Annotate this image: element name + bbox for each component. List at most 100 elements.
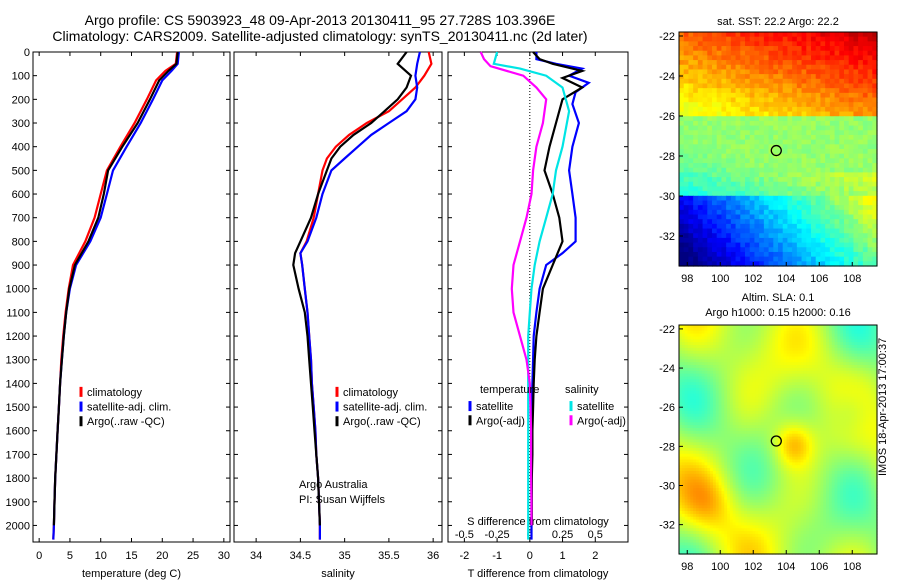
axes-frame (32, 51, 231, 543)
annotation-line: PI: Susan Wijffels (299, 494, 385, 506)
sla-map-title: Altim. SLA: 0.1 (742, 292, 815, 304)
map-x-tick-label: 100 (711, 273, 729, 285)
credit-label: IMOS 18-Apr-2013 17:00:37 (877, 337, 889, 476)
legend-title: temperature (480, 384, 539, 396)
y-tick-label: 1600 (6, 426, 30, 438)
y-tick-label: 100 (12, 71, 30, 83)
map-y-tick-label: -26 (659, 111, 675, 123)
y-tick-label: 500 (12, 165, 30, 177)
y-tick-label: 200 (12, 94, 30, 106)
map-y-tick-label: -24 (659, 363, 675, 375)
legend-label: satellite-adj. clim. (343, 402, 427, 414)
map-y-tick-label: -22 (659, 31, 675, 43)
map-x-tick-label: 102 (744, 561, 762, 573)
top-x-tick-label: -0.25 (485, 529, 510, 541)
x-tick-label: 34.5 (290, 550, 311, 562)
x-axis-label: T difference from climatology (468, 568, 609, 580)
legend-title: salinity (565, 384, 599, 396)
panel-salinity: 34 34.5 35 35.5 36 salinity climatology satelli… (233, 51, 443, 580)
sst-map-title: sat. SST: 22.2 Argo: 22.2 (717, 16, 839, 28)
panel-temperature: 0100200300400500600700800900100011001200… (6, 47, 231, 580)
map-x-tick-label: 106 (810, 273, 828, 285)
float-position-marker (770, 144, 782, 157)
y-tick-label: 300 (12, 118, 30, 130)
map-y-tick-label: -32 (659, 520, 675, 532)
y-tick-label: 2000 (6, 520, 30, 532)
map-y-tick-label: -32 (659, 231, 675, 243)
y-tick-label: 1200 (6, 331, 30, 343)
map-x-tick-label: 108 (843, 561, 861, 573)
map-x-tick-label: 106 (810, 561, 828, 573)
chart-title-line-2: Climatology: CARS2009. Satellite-adjuste… (52, 28, 588, 44)
chart-title-line-1: Argo profile: CS 5903923_48 09-Apr-2013 … (84, 12, 556, 28)
top-x-tick-label: 0.25 (552, 529, 573, 541)
sla-map: 98 100 102 104 106 108 -22 -24 -26 -28 -30 -32 (659, 324, 878, 573)
y-tick-label: 1900 (6, 497, 30, 509)
annotation-line: Argo Australia (299, 479, 368, 491)
legend-label: Argo(..raw -QC) (87, 416, 165, 428)
x-tick-label: -1 (492, 550, 502, 562)
legend-label: Argo(-adj) (476, 415, 525, 427)
x-tick-label: 5 (67, 550, 73, 562)
map-y-tick-label: -24 (659, 71, 675, 83)
axes-frame (233, 51, 443, 543)
legend-label: satellite (577, 401, 614, 413)
legend-label: climatology (343, 387, 399, 399)
y-tick-label: 1500 (6, 402, 30, 414)
y-tick-label: 1800 (6, 473, 30, 485)
series-line (52, 51, 179, 526)
y-tick-label: 1300 (6, 355, 30, 367)
x-tick-label: 2 (592, 550, 598, 562)
panel-differences: -2 -1 0 1 2 T difference from climatology -0.5… (447, 51, 629, 580)
x-tick-label: 35.5 (378, 550, 399, 562)
x-tick-label: 30 (218, 550, 230, 562)
map-frame (678, 324, 878, 555)
x-axis-label: temperature (deg C) (82, 568, 181, 580)
map-x-tick-label: 100 (711, 561, 729, 573)
map-y-tick-label: -28 (659, 441, 675, 453)
secondary-x-axis-label: S difference from climatology (467, 516, 609, 528)
y-tick-label: 1400 (6, 378, 30, 390)
x-tick-label: 34 (250, 550, 262, 562)
y-tick-label: 1100 (6, 307, 30, 319)
top-x-tick-label: 0.5 (588, 529, 603, 541)
map-frame (678, 31, 878, 267)
map-x-tick-label: 98 (681, 561, 693, 573)
legend-label: Argo(..raw -QC) (343, 416, 421, 428)
top-x-tick-label: -0.5 (455, 529, 474, 541)
x-tick-label: 0 (527, 550, 533, 562)
legend-label: satellite (476, 401, 513, 413)
y-tick-label: 900 (12, 260, 30, 272)
x-tick-label: 15 (125, 550, 137, 562)
map-x-tick-label: 102 (744, 273, 762, 285)
legend-label: satellite-adj. clim. (87, 402, 171, 414)
map-y-tick-label: -26 (659, 402, 675, 414)
map-y-tick-label: -30 (659, 191, 675, 203)
series-line (492, 51, 571, 540)
y-tick-label: 400 (12, 142, 30, 154)
y-tick-label: 1700 (6, 449, 30, 461)
top-x-tick-label: 0 (527, 529, 533, 541)
y-tick-label: 1000 (6, 284, 30, 296)
map-x-tick-label: 104 (777, 561, 795, 573)
series-line (479, 51, 548, 526)
map-x-tick-label: 98 (681, 273, 693, 285)
x-tick-label: 10 (95, 550, 107, 562)
map-x-tick-label: 108 (843, 273, 861, 285)
x-axis-label: salinity (321, 568, 355, 580)
sst-map: 98 100 102 104 106 108 -22 -24 -26 -28 -30 -32 (659, 31, 878, 285)
map-y-tick-label: -30 (659, 480, 675, 492)
y-tick-label: 0 (24, 47, 30, 59)
x-tick-label: 1 (559, 550, 565, 562)
series-line (292, 51, 413, 526)
series-line (530, 51, 587, 526)
x-tick-label: 20 (156, 550, 168, 562)
map-x-tick-label: 104 (777, 273, 795, 285)
y-tick-label: 800 (12, 236, 30, 248)
x-tick-label: -2 (459, 550, 469, 562)
legend-label: climatology (87, 387, 143, 399)
map-y-tick-label: -22 (659, 324, 675, 336)
x-tick-label: 25 (187, 550, 199, 562)
x-tick-label: 0 (36, 550, 42, 562)
